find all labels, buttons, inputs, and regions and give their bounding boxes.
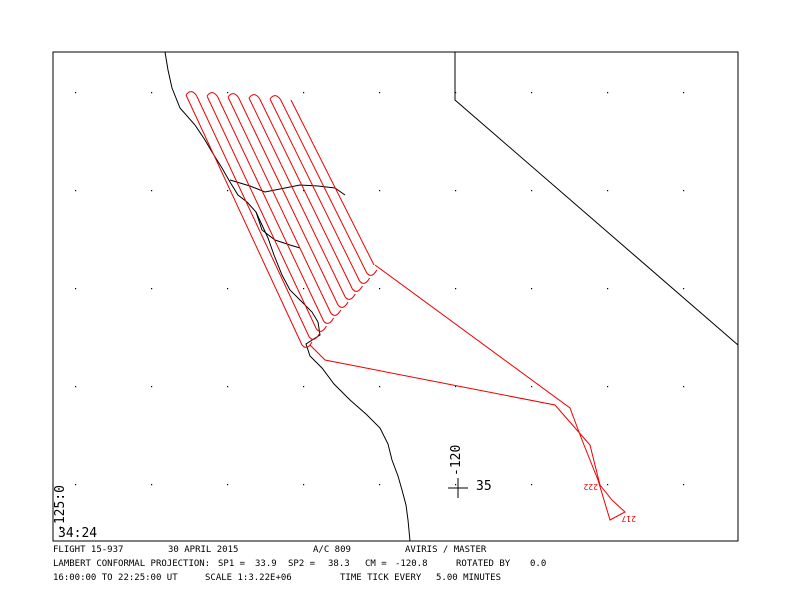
grid-dots	[75, 92, 685, 486]
grid-dot	[683, 190, 685, 192]
footer-text: 38.3	[328, 559, 350, 569]
footer-text: TIME TICK EVERY	[340, 573, 422, 583]
footer-text: SP2 =	[288, 559, 316, 569]
state-border	[454, 52, 739, 346]
grid-dot	[75, 190, 77, 192]
footer-text: SP1 =	[218, 559, 246, 569]
lon-label: -125:0	[53, 485, 68, 532]
grid-dot	[455, 190, 457, 192]
grid-dot	[227, 190, 229, 192]
grid-dot	[151, 288, 153, 290]
time-label: 217	[621, 514, 636, 523]
grid-dot	[379, 386, 381, 388]
grid-dot	[303, 190, 305, 192]
footer-text: 30 APRIL 2015	[168, 545, 238, 555]
lat-label: 34:24	[58, 526, 97, 541]
bay	[255, 211, 301, 249]
lon-label: -120	[449, 445, 464, 476]
grid-dot	[151, 92, 153, 94]
footer-text: -120.8	[395, 559, 428, 569]
grid-dot	[303, 386, 305, 388]
grid-dot	[607, 386, 609, 388]
footer-text: 16:00:00 TO 22:25:00 UT	[53, 573, 178, 583]
grid-dot	[379, 190, 381, 192]
footer-text: AVIRIS / MASTER	[405, 545, 487, 555]
grid-dot	[75, 386, 77, 388]
grid-dot	[531, 288, 533, 290]
time-label: 222	[583, 482, 598, 491]
grid-dot	[303, 484, 305, 486]
transit-track	[309, 264, 626, 521]
grid-dot	[75, 92, 77, 94]
grid-dot	[151, 190, 153, 192]
footer: FLIGHT 15-937 30 APRIL 2015 A/C 809 AVIRIS …	[53, 545, 546, 583]
grid-dot	[531, 484, 533, 486]
grid-dot	[683, 92, 685, 94]
grid-dot	[227, 386, 229, 388]
footer-text: 0.0	[530, 559, 546, 569]
grid-dot	[227, 92, 229, 94]
grid-dot	[455, 386, 457, 388]
grid-dot	[227, 484, 229, 486]
footer-text: A/C 809	[313, 545, 351, 555]
footer-text: ROTATED BY	[456, 559, 511, 569]
grid-dot	[683, 288, 685, 290]
grid-dot	[683, 386, 685, 388]
grid-dot	[531, 92, 533, 94]
footer-text: SCALE 1:3.22E+06	[205, 573, 292, 583]
footer-text: CM =	[365, 559, 387, 569]
map-frame	[52, 51, 739, 542]
survey-lines	[185, 91, 378, 348]
footer-text: 5.00 MINUTES	[436, 573, 501, 583]
grid-dot	[151, 484, 153, 486]
footer-text: LAMBERT CONFORMAL PROJECTION:	[53, 559, 210, 569]
footer-text: FLIGHT 15-937	[53, 545, 123, 555]
grid-dot	[531, 386, 533, 388]
lat-label: 35	[476, 479, 492, 494]
grid-dot	[151, 386, 153, 388]
grid-dot	[455, 92, 457, 94]
grid-dot	[75, 288, 77, 290]
grid-dot	[607, 288, 609, 290]
grid-dot	[607, 190, 609, 192]
grid-dot	[455, 288, 457, 290]
flight-track	[185, 91, 378, 348]
grid-dot	[531, 190, 533, 192]
grid-dot	[455, 484, 457, 486]
grid-dot	[607, 484, 609, 486]
footer-text: 33.9	[255, 559, 277, 569]
bay-delta	[229, 179, 346, 196]
grid-dot	[227, 288, 229, 290]
grid-dot	[379, 288, 381, 290]
grid-dot	[303, 92, 305, 94]
grid-dot	[683, 484, 685, 486]
grid-dot	[379, 92, 381, 94]
coastline	[164, 51, 411, 542]
grid-dot	[379, 484, 381, 486]
grid-dot	[607, 92, 609, 94]
grid-dot	[75, 484, 77, 486]
grid-dot	[303, 288, 305, 290]
